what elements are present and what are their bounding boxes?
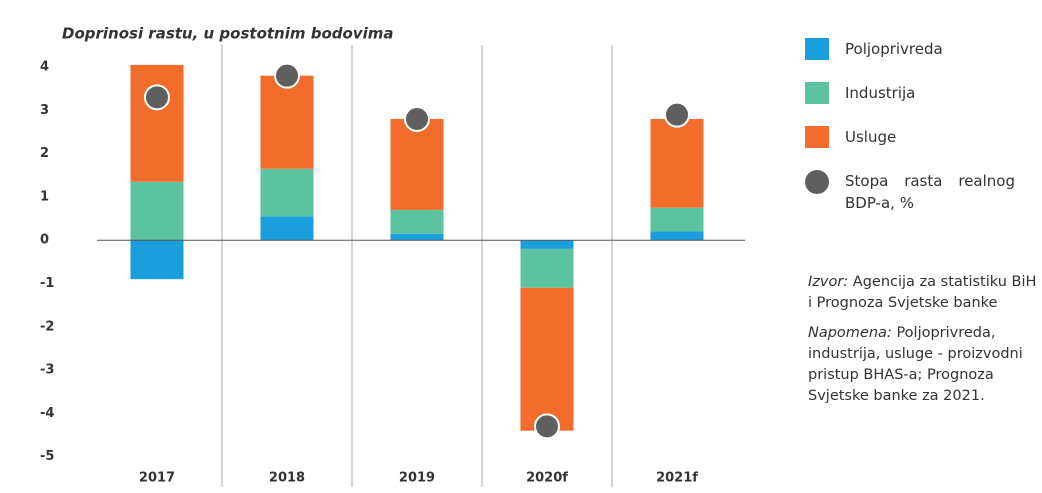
y-tick-label: -4: [40, 406, 54, 421]
bar: [130, 240, 184, 280]
bar: [130, 181, 184, 241]
y-tick-label: 0: [40, 233, 49, 248]
legend-swatch: [805, 38, 829, 60]
y-tick-label: -2: [40, 319, 54, 334]
legend-dot: [805, 170, 829, 194]
y-tick-label: -3: [40, 363, 54, 378]
growth-dot: [404, 105, 430, 132]
bar: [520, 240, 574, 249]
growth-dot: [144, 84, 170, 111]
note-text: Poljoprivreda, industrija, usluge - proi…: [808, 325, 1023, 404]
growth-dot: [274, 62, 300, 89]
bar: [390, 233, 444, 241]
chart: Doprinosi rastu, u postotnim bodovima -5…: [40, 25, 745, 487]
legend-swatch: [805, 82, 829, 104]
note-label: Izvor:: [808, 274, 849, 290]
bar: [260, 216, 314, 241]
legend-label: Usluge: [845, 128, 897, 146]
bar: [650, 118, 704, 208]
bar: [390, 209, 444, 234]
note-text: Agencija za statistiku BiH i Prognoza Sv…: [808, 274, 1037, 311]
x-tick-label: 2017: [139, 471, 175, 486]
growth-dot: [664, 101, 690, 128]
x-tick-label: 2019: [399, 471, 435, 486]
y-tick-label: 2: [40, 146, 49, 161]
bar: [650, 207, 704, 232]
y-tick-label: 4: [40, 60, 49, 75]
x-tick-label: 2020f: [526, 471, 568, 486]
y-tick-label: -1: [40, 276, 54, 291]
legend-item: Stopa rasta realnog BDP-a, %: [805, 170, 1035, 214]
x-tick-label: 2018: [269, 471, 305, 486]
bar: [260, 75, 314, 169]
bar: [650, 231, 704, 241]
legend-item: Industrija: [805, 82, 1035, 126]
x-tick-label: 2021f: [656, 471, 698, 486]
chart-title: Doprinosi rastu, u postotnim bodovima: [62, 25, 393, 43]
notes: Izvor: Agencija za statistiku BiH i Prog…: [808, 272, 1038, 416]
bar: [260, 168, 314, 217]
bar: [390, 118, 444, 210]
y-tick-label: -5: [40, 449, 54, 464]
legend-item: Poljoprivreda: [805, 38, 1035, 82]
y-tick-label: 1: [40, 189, 49, 204]
legend-item: Usluge: [805, 126, 1035, 170]
bar: [130, 64, 184, 182]
legend-label: Stopa rasta realnog BDP-a, %: [845, 172, 1015, 212]
legend-label: Industrija: [845, 84, 916, 102]
legend: Poljoprivreda Industrija Usluge Stopa rasta…: [805, 38, 1035, 214]
bar: [520, 287, 574, 431]
note: Izvor: Agencija za statistiku BiH i Prog…: [808, 272, 1038, 314]
y-tick-label: 3: [40, 103, 49, 118]
note-label: Napomena:: [808, 325, 892, 341]
legend-label: Poljoprivreda: [845, 40, 943, 58]
bar: [520, 248, 574, 288]
note: Napomena: Poljoprivreda, industrija, usl…: [808, 323, 1038, 407]
legend-swatch: [805, 126, 829, 148]
growth-dot: [534, 413, 560, 440]
